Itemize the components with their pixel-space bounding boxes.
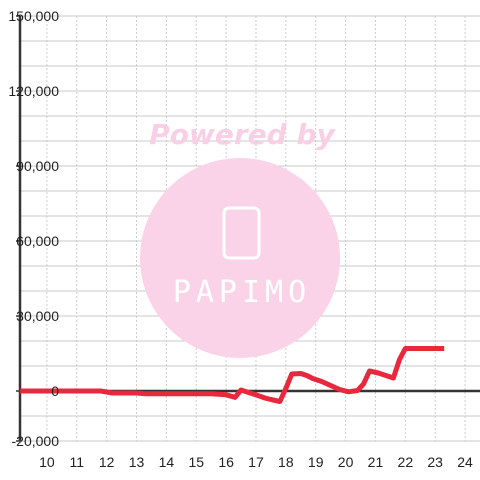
series-line: [20, 346, 445, 404]
series-layer: [20, 346, 445, 404]
x-tick-label: 14: [159, 454, 175, 470]
x-tick-label: 15: [188, 454, 204, 470]
watermark-logo-text: PAPIMO: [173, 275, 311, 310]
tick-labels: -20,000 0 30,000 60,000 90,000 120,000 150,000…: [8, 8, 473, 470]
x-tick-label: 22: [398, 454, 414, 470]
x-tick-label: 19: [308, 454, 324, 470]
y-tick-label: 30,000: [16, 308, 59, 324]
x-tick-label: 12: [99, 454, 115, 470]
x-tick-label: 16: [218, 454, 234, 470]
x-tick-label: 23: [427, 454, 443, 470]
x-tick-label: 20: [338, 454, 354, 470]
watermark-powered-by-text: Powered by: [149, 118, 336, 151]
phone-logo-icon: [222, 206, 261, 260]
watermark: Powered by PAPIMO: [140, 118, 340, 358]
y-tick-label: -20,000: [12, 433, 60, 449]
x-tick-label: 18: [278, 454, 294, 470]
y-tick-label: 0: [51, 383, 59, 399]
y-tick-label: 90,000: [16, 158, 59, 174]
x-tick-label: 21: [368, 454, 384, 470]
y-tick-label: 150,000: [8, 8, 59, 24]
x-tick-label: 10: [39, 454, 55, 470]
y-tick-label: 120,000: [8, 83, 59, 99]
y-tick-label: 60,000: [16, 233, 59, 249]
x-tick-label: 24: [457, 454, 473, 470]
x-tick-label: 11: [69, 454, 84, 470]
x-tick-label: 17: [248, 454, 264, 470]
x-tick-label: 13: [129, 454, 145, 470]
